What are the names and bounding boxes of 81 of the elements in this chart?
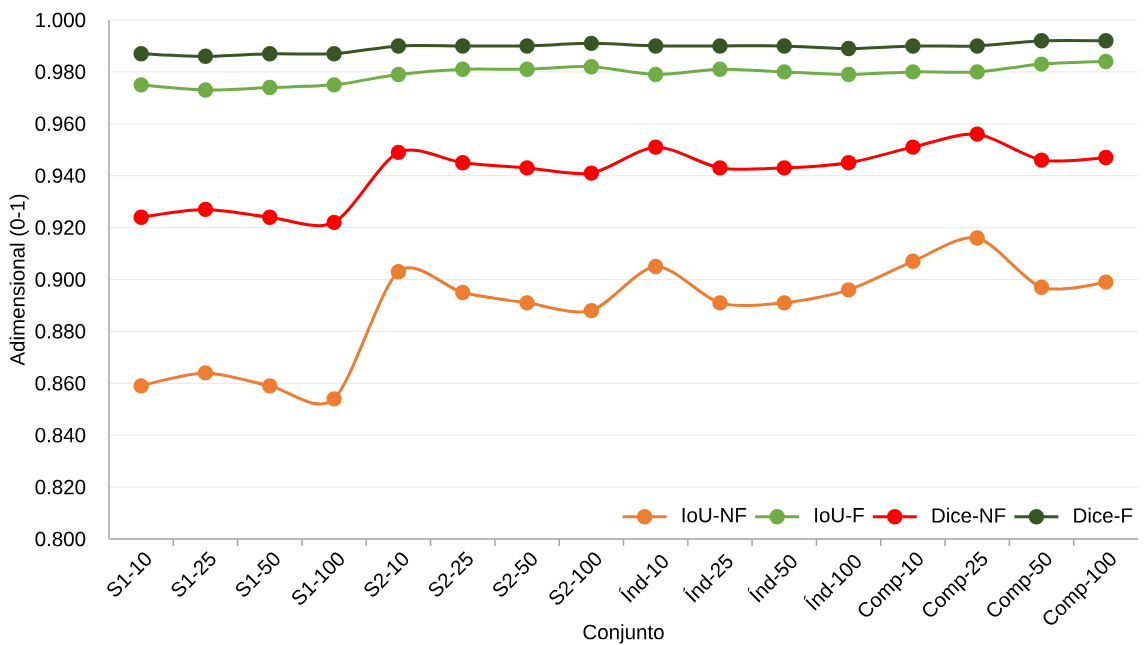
y-tick-label: 0.960 — [35, 116, 86, 132]
y-tick-label: 0.820 — [35, 479, 86, 495]
point — [519, 61, 535, 77]
point — [1098, 33, 1114, 49]
legend-label: Dice-F — [1074, 507, 1133, 523]
point — [326, 214, 342, 231]
point — [197, 82, 214, 98]
point — [905, 38, 921, 54]
point — [390, 144, 407, 161]
point — [776, 160, 792, 176]
point — [390, 38, 407, 54]
point — [647, 139, 664, 155]
point — [647, 38, 664, 54]
point — [1098, 53, 1114, 70]
point — [197, 48, 214, 65]
point — [455, 284, 471, 301]
legend-label: IoU-NF — [682, 508, 747, 523]
point — [969, 64, 985, 80]
point — [455, 61, 471, 77]
point — [519, 295, 535, 311]
point — [262, 79, 278, 96]
point — [905, 139, 921, 155]
legend-label: Dice-NF — [932, 507, 1006, 523]
point — [647, 258, 664, 275]
legend-label: IoU-F — [815, 508, 864, 523]
point — [1098, 274, 1114, 290]
point — [1033, 279, 1050, 295]
point — [133, 378, 149, 394]
point — [1033, 56, 1050, 72]
point — [712, 160, 728, 176]
x-axis-title: Conjunto — [583, 624, 664, 644]
point — [712, 38, 728, 54]
point — [840, 40, 857, 57]
point — [840, 155, 857, 171]
point — [840, 282, 857, 298]
point — [326, 77, 342, 93]
point — [776, 64, 792, 80]
point — [712, 295, 728, 311]
point — [262, 378, 278, 394]
point — [262, 46, 278, 62]
y-tick-label: 0.980 — [35, 64, 86, 80]
point — [133, 77, 149, 93]
point — [197, 201, 214, 218]
point — [519, 160, 535, 176]
point — [969, 38, 985, 54]
point — [197, 365, 214, 381]
y-tick-label: 0.880 — [35, 324, 86, 339]
y-axis-title: Adimensional (0-1) — [9, 194, 29, 366]
point — [262, 209, 278, 225]
point — [647, 66, 664, 83]
point — [776, 38, 792, 54]
y-tick-label: 0.920 — [35, 220, 86, 235]
point — [840, 66, 857, 83]
point — [969, 126, 985, 142]
point — [712, 61, 728, 77]
point — [583, 165, 600, 181]
point — [326, 46, 342, 62]
point — [455, 155, 471, 171]
point — [133, 209, 149, 225]
point — [390, 264, 407, 280]
point — [455, 38, 471, 54]
point — [905, 64, 921, 80]
point — [583, 59, 600, 75]
y-tick-label: 0.800 — [35, 531, 86, 547]
point — [1098, 149, 1114, 166]
y-tick-label: 0.840 — [35, 427, 86, 443]
point — [583, 302, 600, 319]
point — [969, 230, 985, 246]
point — [133, 46, 149, 62]
point — [1033, 33, 1050, 49]
point — [905, 253, 921, 270]
point — [776, 295, 792, 311]
point — [583, 35, 600, 52]
y-tick-label: 1.000 — [36, 12, 86, 28]
point — [326, 391, 342, 407]
y-tick-label: 0.940 — [35, 168, 86, 183]
y-tick-label: 0.900 — [35, 272, 86, 287]
y-tick-label: 0.860 — [35, 376, 86, 391]
point — [1033, 152, 1050, 168]
point — [519, 38, 535, 54]
point — [390, 66, 407, 83]
